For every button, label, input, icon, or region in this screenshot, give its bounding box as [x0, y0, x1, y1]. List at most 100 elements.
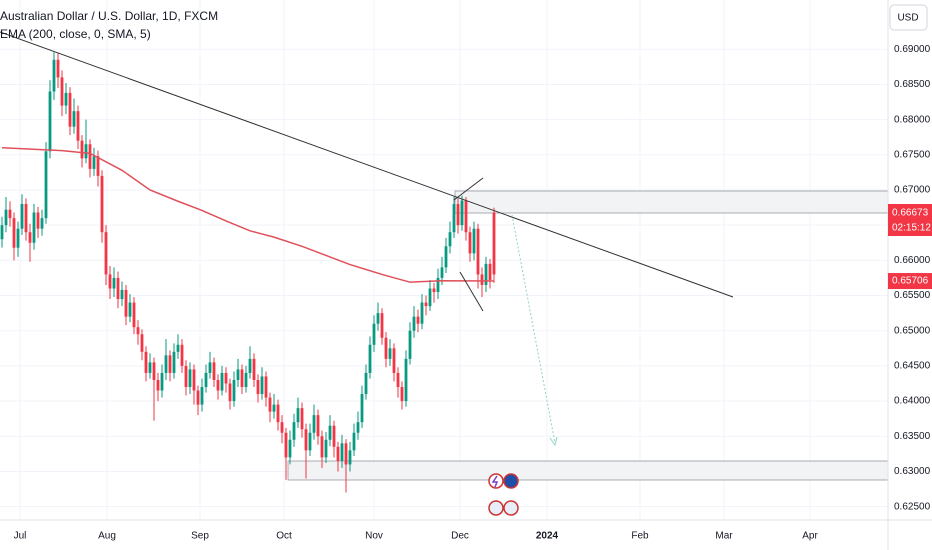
candle-body	[408, 330, 412, 359]
last-price: 0.66673	[892, 208, 929, 219]
candle-body	[476, 228, 480, 275]
candle-body	[196, 390, 200, 405]
candle-body	[400, 387, 404, 402]
candle-body	[344, 443, 348, 465]
x-tick-label: Aug	[98, 531, 116, 542]
candle-body	[112, 277, 116, 289]
candle-body	[480, 274, 484, 285]
candle-body	[148, 362, 152, 373]
candle-body	[328, 425, 332, 440]
y-tick-label: 0.62500	[894, 501, 931, 512]
event-icon[interactable]	[503, 473, 519, 489]
candle-body	[152, 362, 156, 380]
candle-body	[460, 200, 464, 226]
candle-body	[164, 355, 168, 373]
candle-body	[332, 425, 336, 447]
y-tick-label: 0.64500	[894, 361, 931, 372]
candle-body	[296, 408, 300, 423]
event-icon[interactable]	[488, 500, 504, 516]
candle-body	[364, 372, 368, 395]
candle-body	[224, 372, 228, 384]
candle-body	[220, 372, 224, 391]
candle-body	[416, 316, 420, 324]
x-tick-label: Sep	[191, 531, 209, 542]
y-tick-label: 0.63500	[894, 431, 931, 442]
x-tick-label: Feb	[631, 531, 649, 542]
y-tick-label: 0.67000	[894, 185, 931, 196]
candle-body	[240, 369, 244, 388]
currency: USD	[897, 13, 918, 24]
candle-body	[76, 111, 80, 141]
candle-body	[376, 313, 380, 324]
candle-body	[128, 302, 132, 317]
candle-body	[276, 404, 280, 423]
candle-body	[120, 289, 124, 300]
candle-body	[360, 394, 364, 423]
candle-body	[252, 358, 256, 380]
candle-body	[308, 432, 312, 451]
candle-body	[200, 387, 204, 405]
candle-body	[192, 369, 196, 391]
candle-body	[92, 156, 96, 169]
candle-body	[432, 288, 436, 293]
candle-body	[188, 369, 192, 388]
candle-body	[160, 372, 164, 391]
currency-button[interactable]	[889, 4, 928, 31]
candle-body	[448, 232, 452, 247]
candle-body	[12, 218, 16, 248]
event-icon[interactable]	[503, 500, 519, 516]
candle-body	[144, 351, 148, 373]
candle-body	[464, 200, 468, 233]
candle-body	[232, 379, 236, 402]
candle-body	[236, 369, 240, 380]
candle-body	[256, 379, 260, 395]
candle-body	[84, 144, 88, 159]
candle-body	[0, 225, 4, 240]
candle-body	[44, 151, 48, 219]
candle-body	[392, 348, 396, 373]
candle-body	[420, 302, 424, 324]
candle-body	[272, 404, 276, 412]
candle-body	[492, 212, 496, 275]
candle-body	[380, 313, 384, 338]
candle-body	[352, 432, 356, 451]
candle-body	[316, 415, 320, 437]
y-tick-label: 0.68000	[894, 114, 931, 125]
candle-body	[96, 156, 100, 176]
candle-body	[68, 92, 72, 127]
candle-body	[108, 274, 112, 289]
candle-body	[32, 212, 36, 243]
candle-body	[72, 111, 76, 127]
y-tick-label: 0.68500	[894, 79, 931, 90]
candle-body	[104, 232, 108, 275]
candle-body	[180, 344, 184, 366]
candle-body	[356, 422, 360, 433]
x-tick-label: Dec	[451, 531, 469, 542]
candle-body	[100, 175, 104, 233]
candle-body	[292, 422, 296, 440]
countdown: 02:15:12	[892, 223, 931, 234]
candle-body	[412, 316, 416, 331]
y-tick-label: 0.64000	[894, 396, 931, 407]
candle-body	[8, 209, 12, 219]
candle-body	[244, 372, 248, 388]
candle-body	[304, 429, 308, 451]
y-tick-label: 0.63000	[894, 466, 931, 477]
candle-body	[132, 302, 136, 328]
price-labels: 0.66673 02:15:12 0.65706	[888, 203, 932, 290]
candle-body	[348, 450, 352, 465]
candle-body	[116, 277, 120, 300]
candle-body	[424, 302, 428, 307]
ema-line	[1, 147, 495, 283]
candle-body	[456, 204, 460, 226]
candle-body	[368, 344, 372, 373]
arrow-head	[549, 436, 558, 447]
event-icon[interactable]	[488, 473, 504, 489]
candle-body	[208, 362, 212, 373]
candle-body	[168, 355, 172, 373]
candle-body	[404, 358, 408, 402]
candle-body	[136, 327, 140, 335]
y-tick-label: 0.69000	[894, 44, 931, 55]
